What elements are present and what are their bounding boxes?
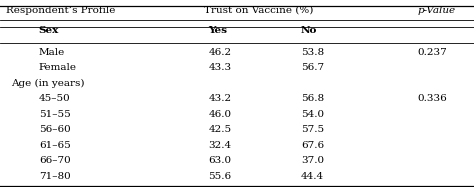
Text: 56.8: 56.8 (301, 94, 324, 103)
Text: 45–50: 45–50 (39, 94, 71, 103)
Text: 63.0: 63.0 (209, 156, 232, 165)
Text: 56.7: 56.7 (301, 63, 324, 72)
Text: 51–55: 51–55 (39, 110, 71, 119)
Text: p-Value: p-Value (417, 6, 455, 15)
Text: 43.2: 43.2 (209, 94, 232, 103)
Text: 0.336: 0.336 (417, 94, 447, 103)
Text: 56–60: 56–60 (39, 125, 71, 134)
Text: 55.6: 55.6 (209, 172, 232, 181)
Text: 0.237: 0.237 (417, 48, 447, 57)
Text: Sex: Sex (39, 26, 59, 35)
Text: 57.5: 57.5 (301, 125, 324, 134)
Text: Age (in years): Age (in years) (11, 79, 85, 88)
Text: Male: Male (39, 48, 65, 57)
Text: 53.8: 53.8 (301, 48, 324, 57)
Text: 42.5: 42.5 (209, 125, 232, 134)
Text: 54.0: 54.0 (301, 110, 324, 119)
Text: 44.4: 44.4 (301, 172, 324, 181)
Text: Trust on Vaccine (%): Trust on Vaccine (%) (204, 6, 313, 15)
Text: Yes: Yes (209, 26, 228, 35)
Text: Respondent’s Profile: Respondent’s Profile (6, 6, 115, 15)
Text: 67.6: 67.6 (301, 141, 324, 150)
Text: 46.0: 46.0 (209, 110, 232, 119)
Text: 46.2: 46.2 (209, 48, 232, 57)
Text: 71–80: 71–80 (39, 172, 71, 181)
Text: 66–70: 66–70 (39, 156, 71, 165)
Text: Female: Female (39, 63, 77, 72)
Text: No: No (301, 26, 318, 35)
Text: 43.3: 43.3 (209, 63, 232, 72)
Text: 32.4: 32.4 (209, 141, 232, 150)
Text: 61–65: 61–65 (39, 141, 71, 150)
Text: 37.0: 37.0 (301, 156, 324, 165)
